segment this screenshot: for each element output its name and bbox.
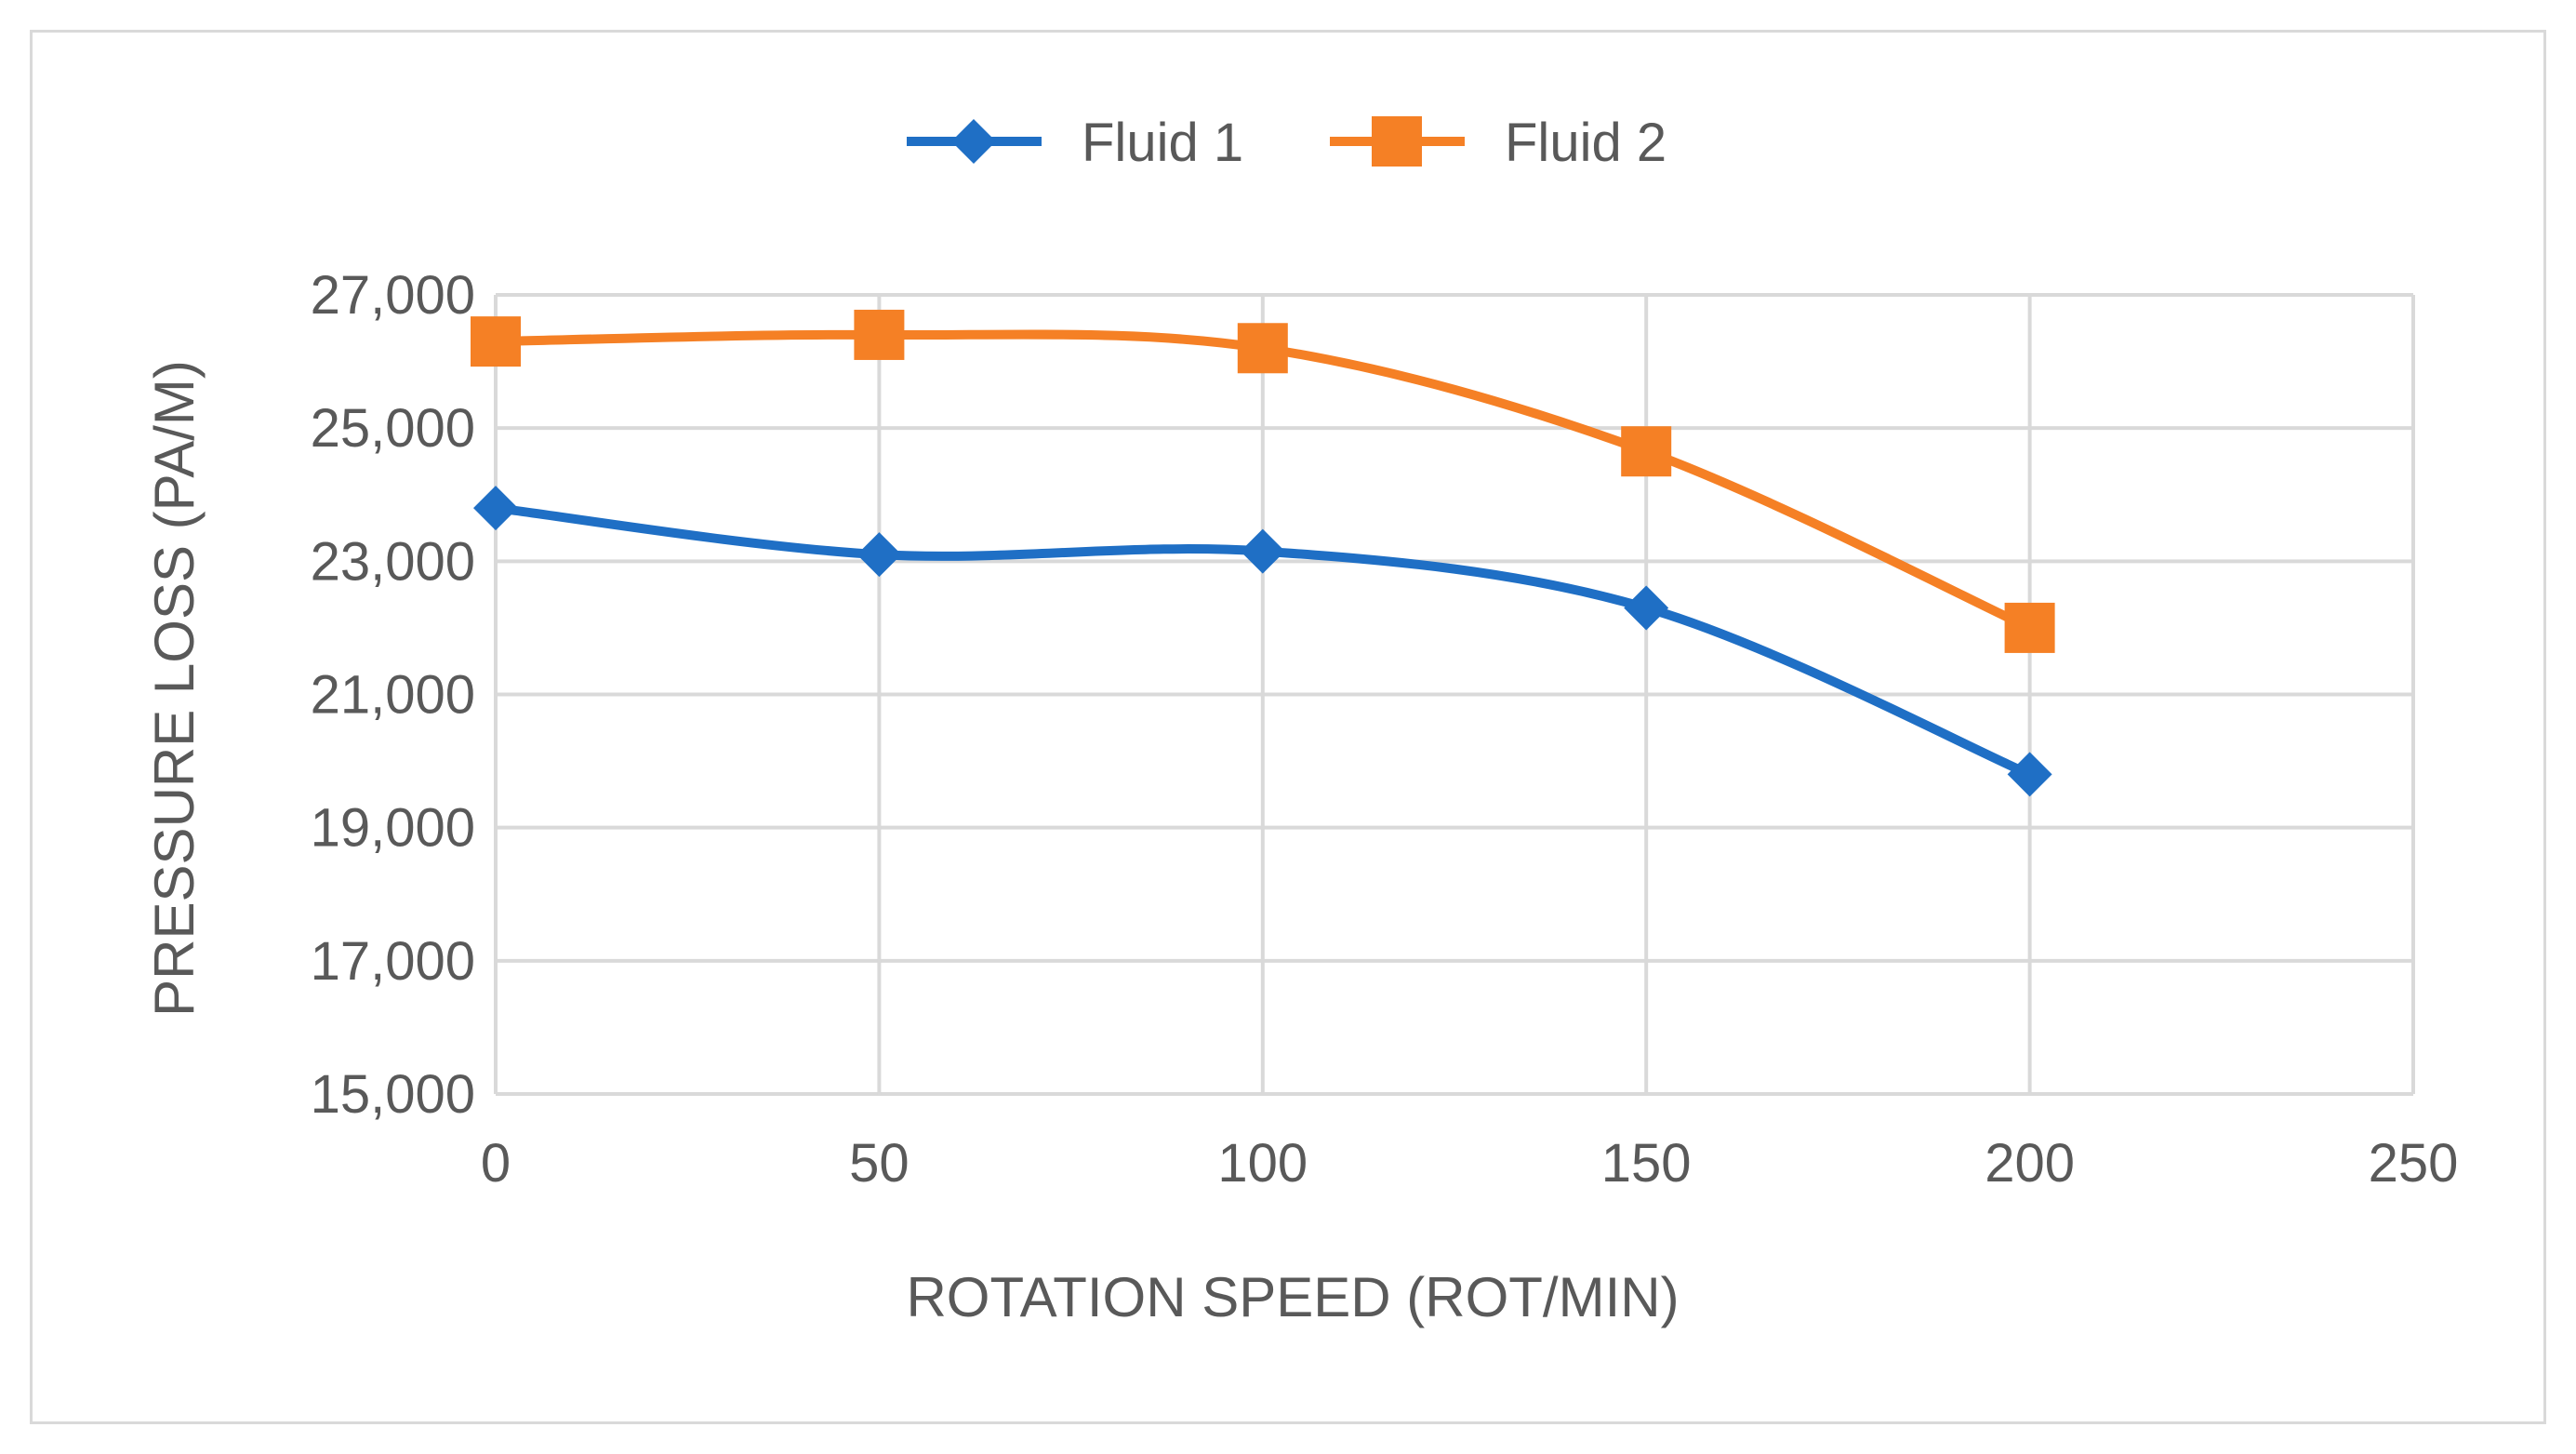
y-tick-label: 21,000 [311, 665, 475, 726]
y-tick-label: 17,000 [311, 931, 475, 992]
y-axis-title: PRESSURE LOSS (PA/M) [143, 360, 206, 1017]
x-tick-label: 200 [1985, 1133, 2075, 1194]
y-tick-label: 27,000 [311, 265, 475, 326]
x-tick-label: 100 [1217, 1133, 1308, 1194]
legend-label-1: Fluid 1 [1082, 113, 1243, 173]
data-point [471, 316, 521, 367]
x-tick-label: 250 [2369, 1133, 2459, 1194]
legend-marker-1 [951, 119, 996, 164]
data-point [1237, 323, 1288, 374]
data-point [856, 532, 902, 578]
series-layer [471, 309, 2055, 797]
y-tick-label: 19,000 [311, 798, 475, 859]
axis-layer: 15,000 17,000 19,000 21,000 23,000 25,000 27,0… [311, 265, 2459, 1194]
data-point [2007, 752, 2052, 797]
x-tick-label: 150 [1601, 1133, 1692, 1194]
grid-layer [494, 293, 2415, 1096]
y-tick-label: 25,000 [311, 398, 475, 459]
y-tick-label: 15,000 [311, 1064, 475, 1125]
series-1 [473, 486, 2052, 797]
x-axis-title: ROTATION SPEED (ROT/MIN) [906, 1266, 1679, 1328]
data-point [1240, 528, 1285, 574]
data-point [2004, 602, 2055, 653]
legend-label-2: Fluid 2 [1505, 113, 1666, 173]
series-2 [471, 309, 2055, 653]
data-point [1621, 426, 1672, 477]
x-tick-label: 50 [849, 1133, 910, 1194]
y-tick-label: 23,000 [311, 531, 475, 592]
data-point [1624, 585, 1669, 631]
legend: Fluid 1 Fluid 2 [907, 113, 1666, 173]
data-point [854, 309, 905, 360]
legend-marker-2 [1372, 116, 1422, 167]
chart-frame [30, 30, 2546, 1424]
data-point [473, 486, 518, 531]
x-tick-label: 0 [481, 1133, 511, 1194]
